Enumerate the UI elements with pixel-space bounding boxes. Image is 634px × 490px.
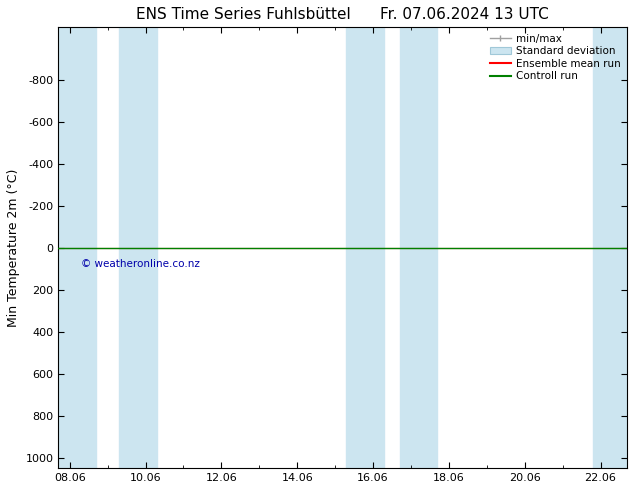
Bar [58,27,96,468]
Bar [347,27,384,468]
Bar [399,27,437,468]
Text: © weatheronline.co.nz: © weatheronline.co.nz [81,259,200,270]
Bar [119,27,157,468]
Legend: min/max, Standard deviation, Ensemble mean run, Controll run: min/max, Standard deviation, Ensemble me… [487,30,624,84]
Y-axis label: Min Temperature 2m (°C): Min Temperature 2m (°C) [7,169,20,327]
Title: ENS Time Series Fuhlsbüttel      Fr. 07.06.2024 13 UTC: ENS Time Series Fuhlsbüttel Fr. 07.06.20… [136,7,549,22]
Bar [593,27,627,468]
